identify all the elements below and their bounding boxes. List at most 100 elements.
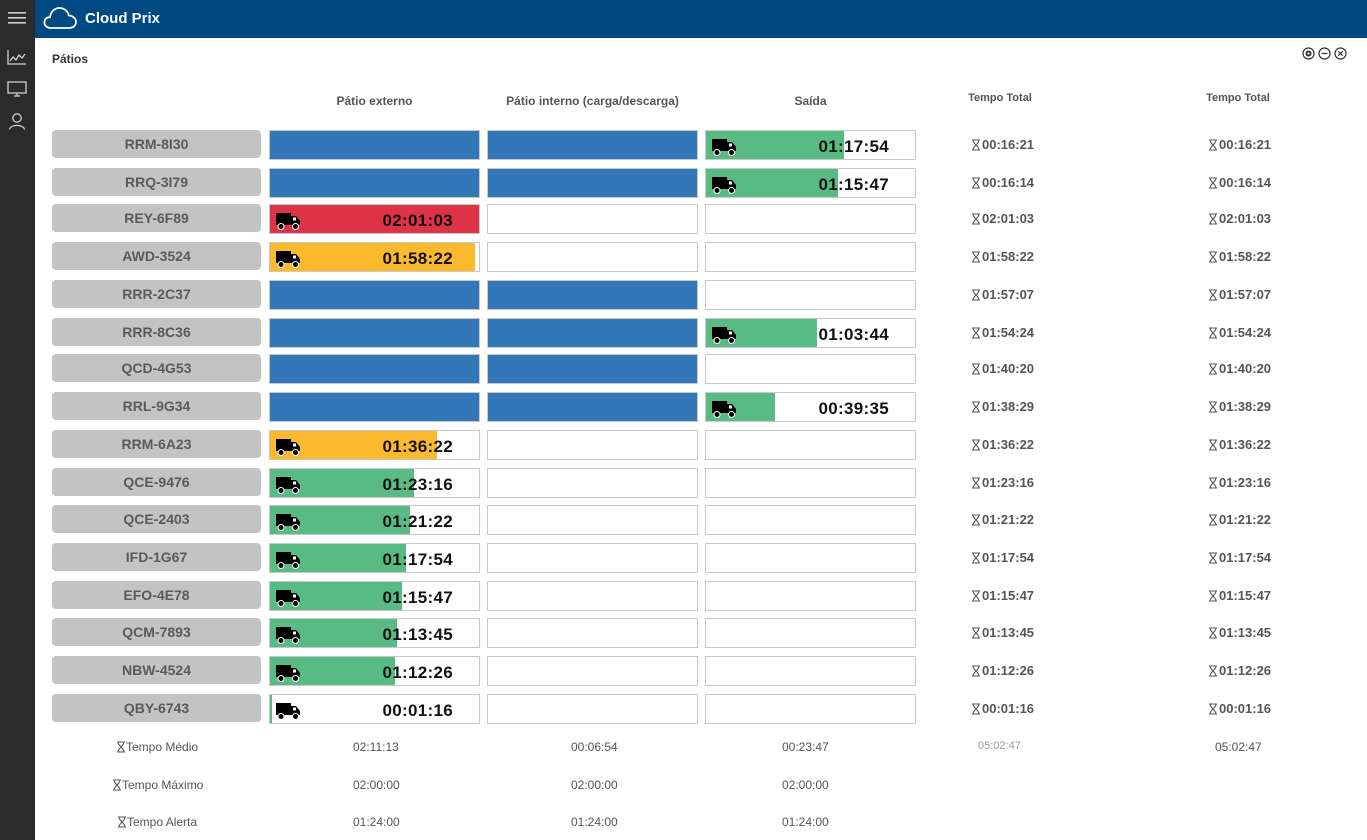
panel-title: Pátios: [52, 52, 89, 66]
plate-button[interactable]: QCM-7893: [52, 618, 261, 646]
table-row: QCE-9476 01:23:16 01:23:16 01:23:16: [0, 468, 1367, 498]
table-row: RRM-8I30 01:17:54 00:16:21 00:16:21: [0, 130, 1367, 160]
cloud-logo-icon[interactable]: [43, 5, 77, 31]
hourglass-icon: [113, 779, 121, 791]
cell-patio-externo: 01:17:54: [269, 543, 480, 573]
hourglass-icon: [1209, 551, 1217, 564]
header-tempo-total-2: Tempo Total: [1206, 92, 1270, 104]
table-row: RRL-9G34 00:39:35 01:38:29 01:38:29: [0, 392, 1367, 422]
truck-icon: [712, 327, 737, 344]
cell-patio-interno: [487, 618, 698, 648]
timer-text: 02:01:03: [382, 211, 453, 230]
header-patio-externo: Pátio externo: [336, 94, 413, 108]
tempo-total-text: 01:54:24: [1219, 325, 1272, 340]
truck-icon: [276, 439, 301, 456]
tempo-total-value: 00:16:14: [971, 175, 1034, 190]
plate-button[interactable]: REY-6F89: [52, 204, 261, 232]
progress-bar: [270, 205, 479, 233]
plate-button[interactable]: NBW-4524: [52, 656, 261, 684]
tempo-total-text: 01:40:20: [1219, 361, 1272, 376]
tempo-total-text: 01:13:45: [1219, 625, 1272, 640]
done-bar: [488, 319, 697, 347]
plate-button[interactable]: EFO-4E78: [52, 581, 261, 609]
plate-button[interactable]: QBY-6743: [52, 694, 261, 722]
table-row: QCM-7893 01:13:45 01:13:45 01:13:45: [0, 618, 1367, 648]
minimize-icon[interactable]: [1318, 47, 1331, 60]
tempo-total-value-2: 01:40:20: [1208, 361, 1271, 376]
cell-saida: [705, 694, 916, 724]
tempo-total-text: 01:38:29: [982, 399, 1035, 414]
cell-saida: [705, 581, 916, 611]
menu-icon[interactable]: [5, 6, 29, 30]
plate-button[interactable]: RRM-6A23: [52, 430, 261, 458]
close-icon[interactable]: [1334, 47, 1347, 60]
plate-button[interactable]: QCD-4G53: [52, 354, 261, 382]
tempo-total-value-2: 00:01:16: [1208, 701, 1271, 716]
done-bar: [488, 131, 697, 159]
hourglass-icon: [972, 513, 980, 526]
plate-button[interactable]: QCE-2403: [52, 505, 261, 533]
cell-saida: 00:39:35: [705, 392, 916, 422]
plate-button[interactable]: RRM-8I30: [52, 130, 261, 158]
cell-patio-externo: [269, 130, 480, 160]
plate-button[interactable]: RRQ-3I79: [52, 168, 261, 196]
monitor-icon[interactable]: [5, 77, 29, 101]
tempo-total-value: 01:58:22: [971, 249, 1034, 264]
plate-button[interactable]: RRR-2C37: [52, 280, 261, 308]
stat-alerta-externo: 01:24:00: [353, 815, 400, 829]
table-row: REY-6F89 02:01:03 02:01:03 02:01:03: [0, 204, 1367, 234]
cell-patio-externo: [269, 168, 480, 198]
tempo-total-text: 01:15:47: [982, 588, 1035, 603]
cell-saida: [705, 280, 916, 310]
stat-maximo-externo: 02:00:00: [353, 778, 400, 792]
plate-button[interactable]: AWD-3524: [52, 242, 261, 270]
truck-icon: [276, 213, 301, 230]
tempo-total-text: 00:01:16: [1219, 701, 1272, 716]
cell-patio-externo: 01:21:22: [269, 505, 480, 535]
tempo-total-value: 01:40:20: [971, 361, 1034, 376]
cell-saida: [705, 618, 916, 648]
stat-medio-interno: 00:06:54: [571, 740, 618, 754]
cell-patio-externo: [269, 318, 480, 348]
cell-saida: 01:17:54: [705, 130, 916, 160]
tempo-total-value-2: 01:36:22: [1208, 437, 1271, 452]
hourglass-icon: [1209, 138, 1217, 151]
cell-saida: [705, 656, 916, 686]
done-bar: [270, 131, 479, 159]
timer-text: 01:13:45: [382, 625, 453, 644]
stat-label-text: Tempo Médio: [126, 740, 199, 754]
hourglass-icon: [972, 400, 980, 413]
tempo-total-text: 01:21:22: [982, 512, 1035, 527]
tempo-total-text: 02:01:03: [1219, 211, 1272, 226]
stat-medio-total-2: 05:02:47: [1215, 740, 1262, 754]
user-icon[interactable]: [5, 109, 29, 133]
done-bar: [270, 319, 479, 347]
plate-button[interactable]: QCE-9476: [52, 468, 261, 496]
tempo-total-text: 01:38:29: [1219, 399, 1272, 414]
hourglass-icon: [972, 626, 980, 639]
cell-patio-externo: [269, 280, 480, 310]
cell-saida: [705, 505, 916, 535]
tempo-total-text: 01:21:22: [1219, 512, 1272, 527]
plate-button[interactable]: RRR-8C36: [52, 318, 261, 346]
hourglass-icon: [1209, 362, 1217, 375]
tempo-total-value: 02:01:03: [971, 211, 1034, 226]
timer-text: 01:17:54: [818, 137, 889, 156]
settings-icon[interactable]: [1302, 47, 1315, 60]
cell-patio-interno: [487, 581, 698, 611]
tempo-total-value: 01:38:29: [971, 399, 1034, 414]
tempo-total-value-2: 01:17:54: [1208, 550, 1271, 565]
tempo-total-text: 00:16:14: [1219, 175, 1272, 190]
chart-icon[interactable]: [5, 45, 29, 69]
hourglass-icon: [1209, 476, 1217, 489]
hourglass-icon: [1209, 250, 1217, 263]
tempo-total-text: 01:57:07: [982, 287, 1035, 302]
stat-label-medio: Tempo Médio: [116, 740, 198, 754]
cell-patio-externo: 01:58:22: [269, 242, 480, 272]
plate-button[interactable]: IFD-1G67: [52, 543, 261, 571]
table-row: RRR-2C37 01:57:07 01:57:07: [0, 280, 1367, 310]
hourglass-icon: [972, 438, 980, 451]
plate-button[interactable]: RRL-9G34: [52, 392, 261, 420]
stat-alerta-saida: 01:24:00: [782, 815, 829, 829]
top-bar: Cloud Prix: [35, 0, 1367, 38]
